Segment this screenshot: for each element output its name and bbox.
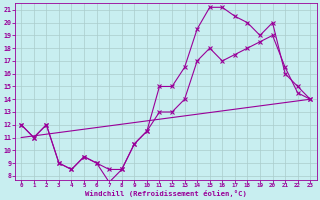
X-axis label: Windchill (Refroidissement éolien,°C): Windchill (Refroidissement éolien,°C) (85, 190, 247, 197)
